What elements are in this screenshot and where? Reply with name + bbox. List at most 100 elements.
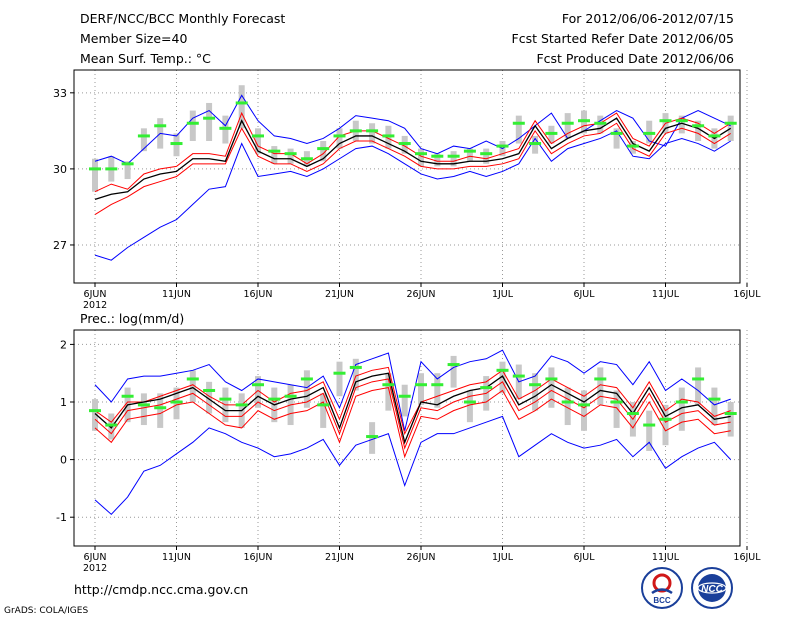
spread-box (711, 387, 718, 426)
spread-box (548, 367, 555, 408)
spread-box (434, 373, 441, 408)
spread-box (466, 148, 473, 162)
spread-box (418, 373, 424, 405)
min-line (94, 415, 732, 516)
y-tick-label: 27 (53, 239, 67, 252)
header-right: For 2012/06/06-2012/07/15 Fcst Started R… (512, 11, 735, 71)
agency-logos: BCC NCC (641, 567, 733, 609)
y-tick-label: 0 (60, 454, 67, 467)
x-year-label: 2012 (83, 300, 107, 311)
x-tick-label: 6JUN (84, 552, 107, 563)
spread-box (320, 393, 327, 428)
bcc-logo-text: BCC (653, 596, 671, 605)
forecast-period: For 2012/06/06-2012/07/15 (561, 11, 734, 26)
spread-box (401, 384, 408, 417)
panel-1: 27 30 33 6JUN 11JUN 16JUN 21JUN 26JUN 1JUL 6JUL 11… (53, 69, 761, 311)
spread-box (238, 85, 245, 129)
spread-box (255, 376, 261, 408)
x-tick-label: 1JUL (492, 289, 514, 300)
spread-box (206, 102, 213, 141)
x-tick-label: 21JUN (325, 552, 354, 563)
spread-box (124, 161, 131, 180)
min-line (94, 130, 731, 261)
spread-box (695, 367, 702, 405)
spread-box (189, 370, 196, 402)
spread-box (189, 110, 196, 141)
x-tick-label: 16JUN (244, 289, 273, 300)
upper-line (94, 366, 731, 436)
spread-box (369, 123, 376, 144)
produced-date: Fcst Produced Date 2012/06/06 (536, 51, 734, 66)
x-tick-label: 16JUL (733, 289, 761, 300)
mean-line (94, 372, 731, 445)
spread-box (450, 151, 457, 167)
x-tick-label: 6JUL (573, 552, 595, 563)
spread-box (206, 381, 213, 414)
spread-box (92, 399, 98, 431)
ncc-logo-text: NCC (701, 584, 723, 595)
spread-box (695, 120, 702, 141)
spread-box (418, 148, 424, 167)
start-date: Fcst Started Refer Date 2012/06/05 (511, 31, 735, 46)
x-tick-label: 16JUN (244, 552, 273, 563)
spread-box (532, 373, 539, 411)
bcc-logo: BCC (641, 567, 683, 609)
y-tick-label: 33 (53, 87, 67, 100)
spread-box (255, 128, 261, 154)
x-tick-label: 26JUN (407, 552, 436, 563)
x-tick-label: 1JUL (492, 552, 514, 563)
spread-box (581, 390, 587, 431)
plot-frame (73, 329, 741, 547)
spread-box (336, 128, 343, 149)
spread-box (385, 373, 392, 411)
member-size: Member Size=40 (80, 31, 188, 46)
spread-box (613, 128, 620, 149)
spread-box (92, 158, 98, 192)
y-tick-label: 30 (53, 163, 67, 176)
y-tick-label: 1 (60, 396, 67, 409)
spread-box (613, 390, 620, 428)
x-tick-label: 16JUL (733, 552, 761, 563)
panel-title: Prec.: log(mm/d) (80, 311, 184, 326)
spread-box (727, 402, 734, 437)
spread-box (678, 115, 685, 134)
spread-box (352, 358, 359, 391)
y-tick-label: -1 (56, 511, 67, 524)
grads-credit: GrADS: COLA/IGES (4, 606, 89, 616)
spread-box (140, 128, 147, 152)
x-tick-label: 6JUL (573, 289, 595, 300)
spread-box (303, 370, 310, 408)
header-title: DERF/NCC/BCC Monthly Forecast (80, 11, 286, 26)
plot-frame (73, 69, 741, 284)
spread-box (287, 148, 294, 164)
max-line (94, 349, 731, 431)
spread-box (466, 390, 473, 423)
spread-box (140, 393, 147, 426)
low-line (94, 387, 731, 459)
spread-box (271, 146, 278, 164)
spread-box (678, 387, 685, 431)
spread-box (320, 141, 327, 162)
x-tick-label: 11JUN (162, 552, 191, 563)
spread-box (336, 361, 343, 397)
x-tick-label: 11JUN (162, 289, 191, 300)
spread-box (515, 115, 522, 144)
y-tick-label: 2 (60, 338, 67, 351)
footer-url[interactable]: http://cmdp.ncc.cma.gov.cn (74, 582, 249, 597)
x-tick-label: 26JUN (407, 289, 436, 300)
header-left: DERF/NCC/BCC Monthly Forecast Member Siz… (80, 11, 285, 71)
spread-box (597, 367, 604, 405)
spread-box (499, 361, 506, 394)
spread-box (564, 387, 571, 426)
variable-label: Mean Surf. Temp.: °C (80, 51, 211, 66)
x-tick-label: 11JUL (652, 289, 680, 300)
mean-line (94, 117, 732, 200)
lower-line (94, 378, 731, 450)
x-tick-label: 21JUN (325, 289, 354, 300)
x-tick-label: 6JUN (84, 289, 107, 300)
spread-box (450, 355, 457, 388)
upper-line (94, 111, 731, 193)
x-year-label: 2012 (83, 563, 107, 574)
ncc-logo: NCC (691, 567, 733, 609)
